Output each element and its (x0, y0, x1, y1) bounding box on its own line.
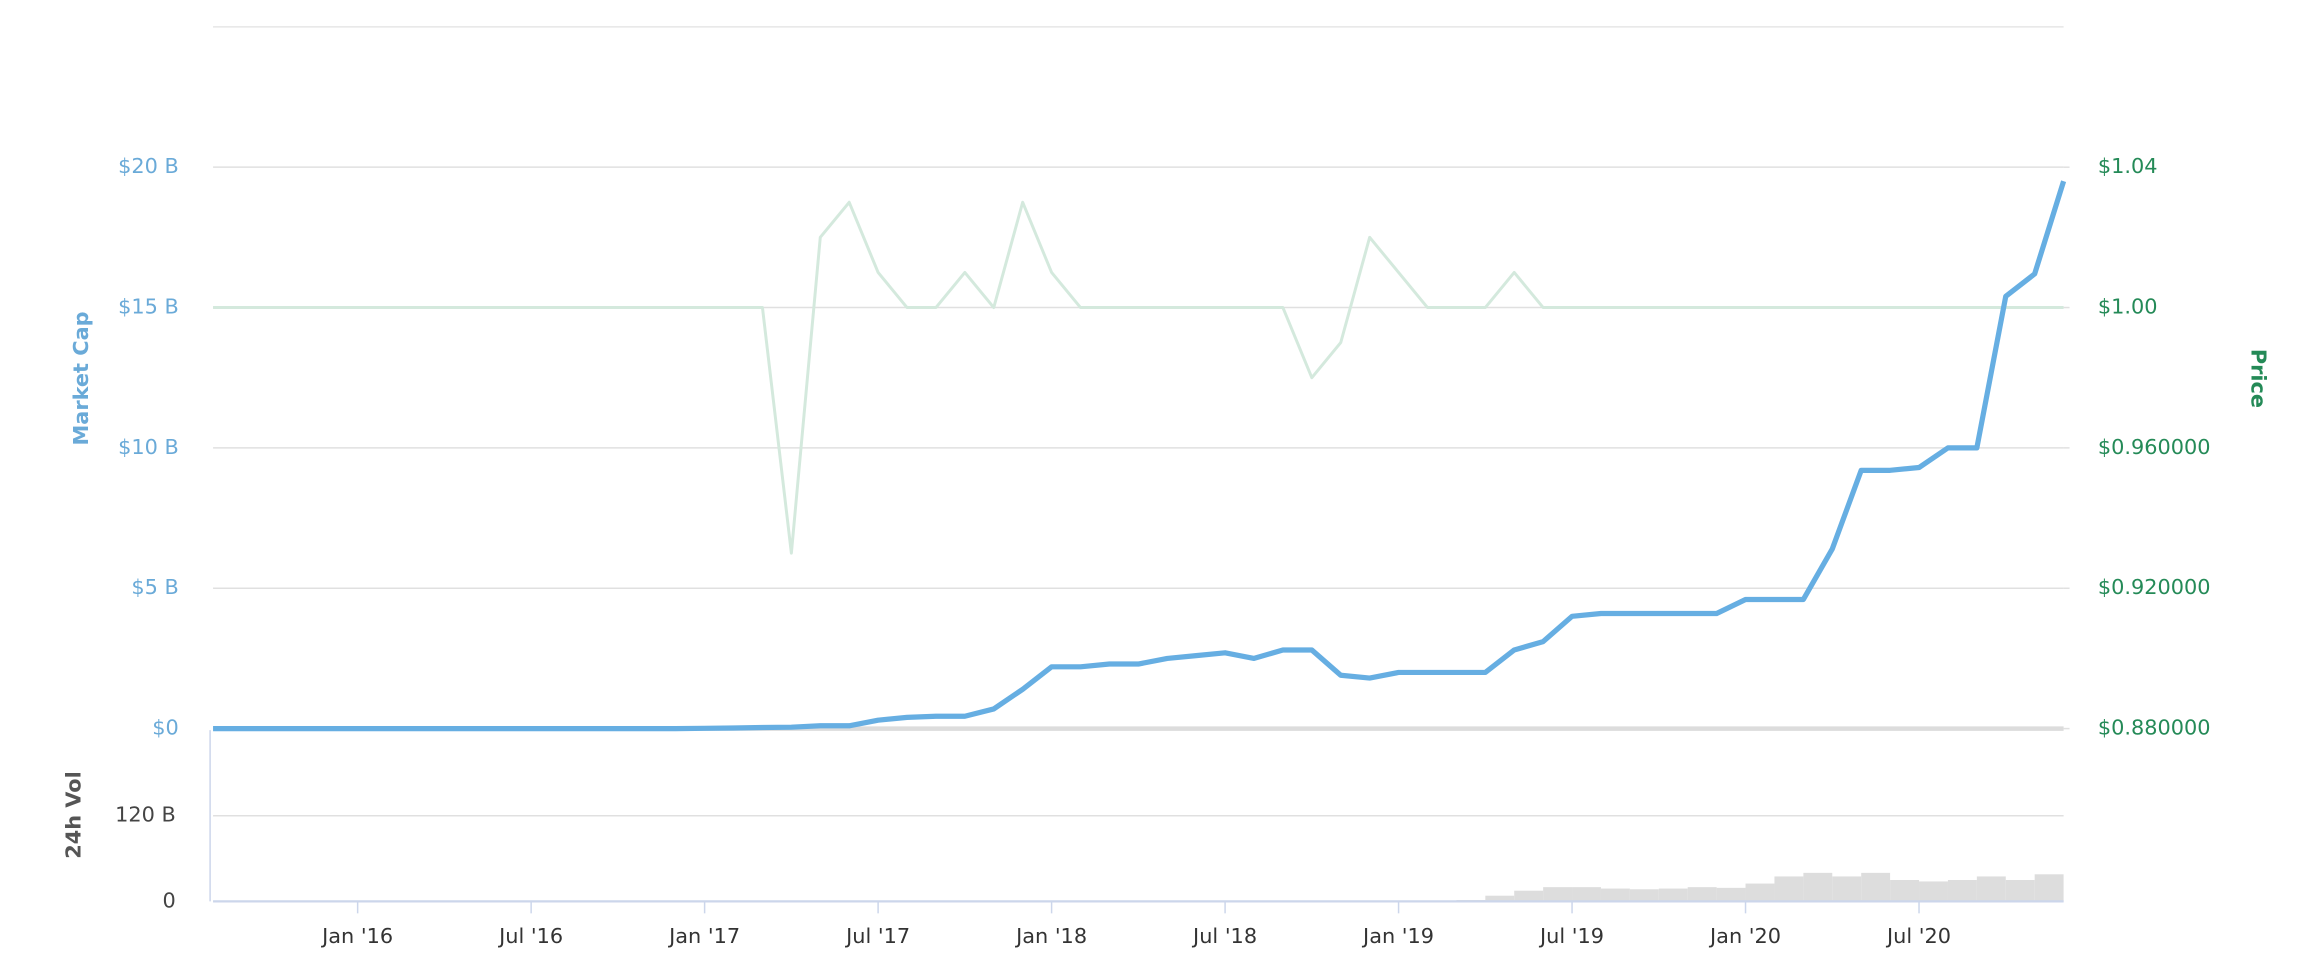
volume-bar (1543, 887, 1573, 902)
volume-bar (1774, 876, 1804, 902)
volume-bar (1572, 887, 1601, 902)
volume-bar (2034, 874, 2064, 902)
x-tick-label: Jul '16 (497, 924, 563, 948)
y-axis-title: Market Cap (69, 311, 93, 445)
x-tick-label: Jul '17 (844, 924, 910, 948)
x-tick-label: Jan '16 (320, 924, 393, 948)
y2-tick-label: $1.04 (2098, 154, 2158, 178)
y2-tick-label: $0.920000 (2098, 575, 2211, 599)
volume-bar (1976, 876, 2006, 902)
volume-bar (1861, 872, 1891, 902)
volume-bar (1947, 880, 1977, 902)
y2-axis-title: Price (2246, 349, 2270, 408)
x-tick-label: Jul '19 (1538, 924, 1604, 948)
volume-bar (1803, 872, 1833, 902)
series-line (213, 180, 2067, 732)
y2-tick-label: $0.960000 (2098, 435, 2211, 459)
vol-axis-title: 24h Vol (62, 771, 86, 859)
y-tick-label: 0 (163, 888, 176, 912)
y-tick-label: $10 B (118, 435, 179, 459)
volume-bar (1629, 889, 1659, 902)
y-tick-label: $0 (152, 716, 179, 740)
y-tick-label: $20 B (118, 154, 179, 178)
x-tick-label: Jan '17 (667, 924, 740, 948)
x-tick-label: Jul '18 (1191, 924, 1257, 948)
y2-tick-label: $0.880000 (2098, 716, 2211, 740)
volume-bar (1600, 888, 1630, 902)
volume-bar (1658, 888, 1688, 902)
volume-bar (1514, 890, 1544, 902)
volume-bar (1890, 880, 1920, 902)
y2-tick-label: $1.00 (2098, 295, 2158, 319)
volume-bar (2005, 880, 2035, 902)
x-tick-label: Jan '20 (1708, 924, 1781, 948)
series-line (213, 200, 2064, 555)
volume-bar (1716, 887, 1746, 902)
y-tick-label: $5 B (131, 575, 178, 599)
x-tick-label: Jan '18 (1014, 924, 1087, 948)
y-tick-label: 120 B (115, 803, 176, 827)
volume-bar (1919, 881, 1948, 902)
x-tick-label: Jul '20 (1885, 924, 1951, 948)
volume-bar (1745, 883, 1775, 902)
volume-bar (1485, 895, 1515, 902)
x-tick-label: Jan '19 (1361, 924, 1434, 948)
volume-bar (1687, 887, 1717, 902)
volume-bar (1832, 876, 1862, 902)
y-tick-label: $15 B (118, 295, 179, 319)
